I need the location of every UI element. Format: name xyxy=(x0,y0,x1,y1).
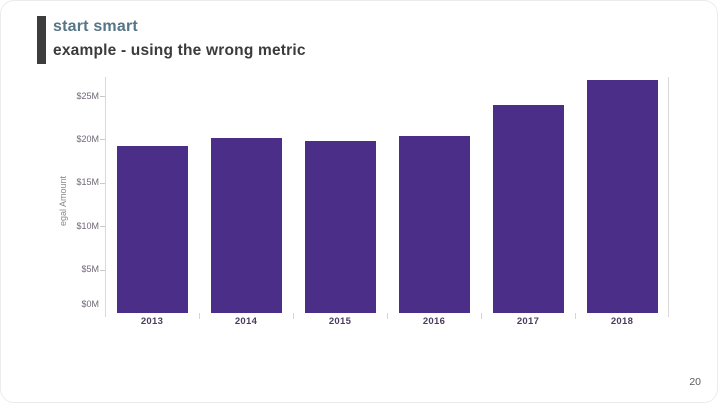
bar-2018 xyxy=(586,79,658,313)
y-tick-label: $25M xyxy=(76,90,99,101)
y-tick-label: $10M xyxy=(76,220,99,231)
y-tick-label: $5M xyxy=(81,264,99,275)
y-tick-mark xyxy=(100,182,105,184)
y-axis-line xyxy=(105,77,106,317)
x-tick-label: 2013 xyxy=(140,316,164,327)
x-tick-label: 2018 xyxy=(610,316,634,327)
bar-2017 xyxy=(492,104,564,313)
bar-2014 xyxy=(210,137,282,313)
x-tick-label: 2015 xyxy=(328,316,352,327)
y-tick-label: $0M xyxy=(81,298,99,309)
y-tick-label: $20M xyxy=(76,133,99,144)
y-tick-mark xyxy=(100,226,105,228)
page-number: 20 xyxy=(689,376,701,388)
plot-right-border xyxy=(668,77,669,317)
y-tick-label: $15M xyxy=(76,177,99,188)
y-tick-mark xyxy=(100,269,105,271)
x-tick-label: 2016 xyxy=(422,316,446,327)
bar-2016 xyxy=(398,136,470,313)
slide-kicker: start smart xyxy=(53,18,138,35)
category-tick-mark xyxy=(199,313,200,319)
category-tick-mark xyxy=(575,313,576,319)
title-accent-bar xyxy=(37,16,46,64)
category-tick-mark xyxy=(293,313,294,319)
bar-2015 xyxy=(304,141,376,313)
plot-area xyxy=(105,77,669,313)
category-tick-mark xyxy=(387,313,388,319)
category-tick-mark xyxy=(481,313,482,319)
y-tick-mark xyxy=(100,96,105,98)
bar-2013 xyxy=(116,146,188,313)
x-tick-label: 2017 xyxy=(516,316,540,327)
x-tick-label: 2014 xyxy=(234,316,258,327)
slide-title: example - using the wrong metric xyxy=(53,42,306,59)
y-tick-mark xyxy=(100,139,105,141)
